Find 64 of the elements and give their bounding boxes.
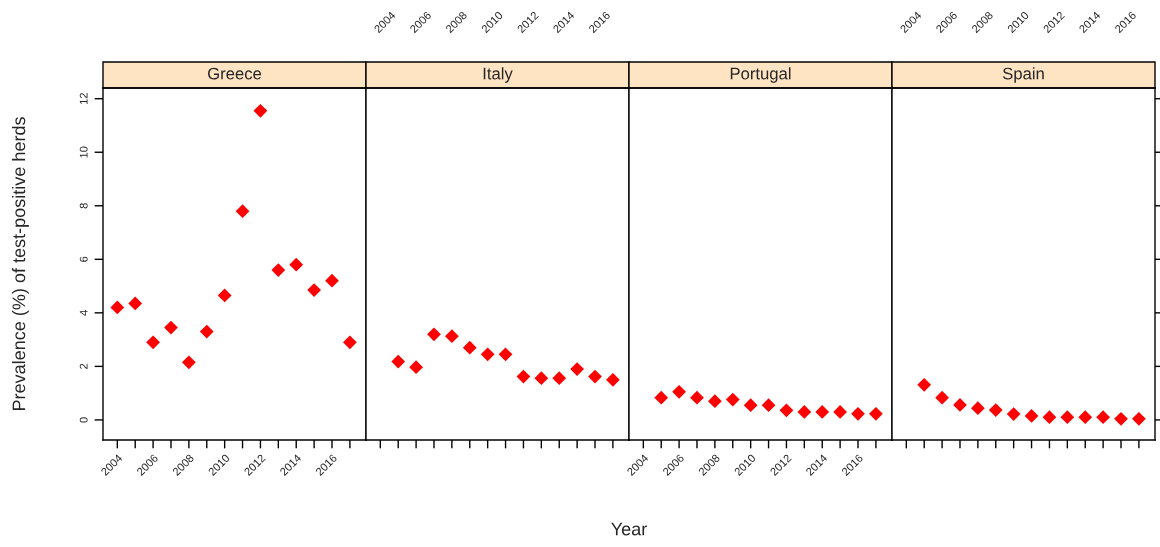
point bbox=[761, 398, 776, 413]
point bbox=[1060, 410, 1075, 425]
point bbox=[325, 273, 339, 288]
point bbox=[833, 405, 847, 419]
point bbox=[391, 354, 406, 369]
point bbox=[182, 355, 196, 370]
chart-title: Portugal bbox=[730, 67, 791, 83]
point bbox=[343, 335, 357, 350]
y-tick-label: 8 bbox=[79, 203, 88, 209]
point bbox=[797, 405, 812, 419]
point bbox=[1078, 410, 1093, 425]
point bbox=[552, 371, 567, 386]
y-axis-title: Prevalence (%) of test-positive herds bbox=[12, 117, 29, 411]
point bbox=[1114, 411, 1128, 426]
point bbox=[815, 405, 830, 419]
point bbox=[1024, 409, 1039, 423]
y-tick-label: 0 bbox=[79, 417, 88, 423]
point bbox=[988, 403, 1003, 417]
point bbox=[725, 392, 740, 407]
point bbox=[570, 362, 584, 376]
point bbox=[690, 390, 704, 405]
point bbox=[779, 403, 794, 418]
point bbox=[606, 372, 620, 387]
point bbox=[851, 406, 865, 421]
point bbox=[445, 329, 459, 344]
point bbox=[235, 204, 250, 219]
point bbox=[427, 327, 441, 342]
point bbox=[917, 377, 932, 392]
y-tick-label: 12 bbox=[79, 93, 88, 105]
point bbox=[199, 324, 214, 339]
chart-title: Italy bbox=[483, 67, 513, 83]
x-axis-title: Year bbox=[611, 522, 647, 536]
point bbox=[253, 103, 268, 118]
y-tick-label: 6 bbox=[79, 256, 88, 262]
point bbox=[1042, 410, 1057, 425]
point bbox=[743, 398, 758, 413]
point bbox=[1006, 407, 1021, 421]
point bbox=[480, 347, 495, 362]
point bbox=[271, 263, 286, 277]
point bbox=[164, 320, 178, 335]
point bbox=[935, 390, 949, 405]
point bbox=[1132, 411, 1146, 426]
point bbox=[498, 347, 513, 362]
point bbox=[409, 360, 423, 375]
point bbox=[654, 390, 669, 405]
point bbox=[534, 371, 549, 386]
chart-title: Greece bbox=[208, 67, 262, 80]
point bbox=[1096, 410, 1110, 425]
chart-title: Spain bbox=[1002, 67, 1044, 83]
y-tick-label: 2 bbox=[79, 363, 88, 369]
y-tick-label: 4 bbox=[79, 310, 88, 316]
point bbox=[869, 406, 883, 421]
point bbox=[128, 296, 143, 311]
point bbox=[146, 335, 160, 350]
point bbox=[217, 288, 232, 303]
point bbox=[971, 401, 985, 416]
point bbox=[110, 300, 125, 315]
point bbox=[307, 283, 321, 297]
point bbox=[289, 257, 304, 272]
point bbox=[462, 340, 477, 355]
point bbox=[588, 369, 602, 384]
y-tick-label: 10 bbox=[79, 146, 88, 158]
point bbox=[708, 394, 722, 409]
point bbox=[672, 384, 686, 399]
